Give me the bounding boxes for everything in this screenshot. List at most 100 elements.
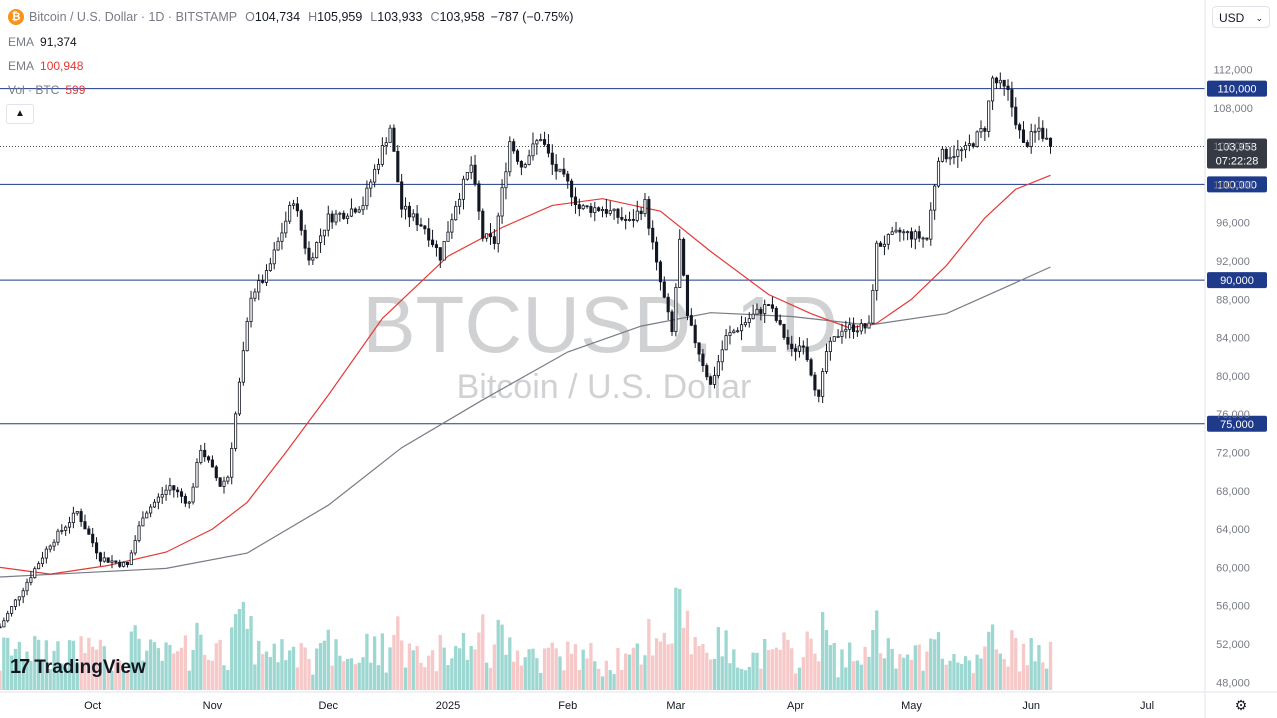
volume-bar bbox=[183, 635, 188, 690]
candle-body bbox=[415, 213, 419, 226]
volume-bar bbox=[905, 654, 910, 690]
candle-body bbox=[485, 233, 489, 239]
candle-body bbox=[411, 213, 415, 218]
volume-bar bbox=[94, 649, 99, 690]
volume-bar bbox=[141, 660, 145, 690]
volume-bar bbox=[156, 648, 161, 690]
settings-gear-icon[interactable]: ⚙ bbox=[1234, 697, 1248, 713]
candle-body bbox=[581, 205, 585, 210]
candle-body bbox=[612, 208, 616, 212]
candle-body bbox=[933, 185, 937, 211]
currency-value: USD bbox=[1219, 11, 1245, 25]
volume-bar bbox=[172, 653, 176, 690]
volume-bar bbox=[400, 640, 404, 690]
volume-bar bbox=[338, 655, 342, 690]
volume-bar bbox=[662, 632, 666, 690]
candle-body bbox=[40, 557, 45, 565]
candle-body bbox=[817, 389, 821, 397]
candle-body bbox=[566, 173, 570, 182]
symbol-title[interactable]: Bitcoin / U.S. Dollar · 1D · BITSTAMP bbox=[29, 10, 238, 24]
level-label: 75,000 bbox=[1220, 419, 1254, 431]
volume-bar bbox=[291, 646, 296, 690]
volume-bar bbox=[353, 664, 357, 690]
candle-body bbox=[936, 160, 941, 187]
candle-body bbox=[608, 210, 612, 214]
indicator-ema-fast[interactable]: EMA 100,948 bbox=[8, 59, 83, 73]
candle-body bbox=[396, 150, 400, 183]
price-tick-label: 52,000 bbox=[1216, 639, 1250, 651]
volume-bar bbox=[620, 669, 624, 690]
candle-body bbox=[527, 155, 531, 165]
volume-bar bbox=[257, 640, 261, 690]
candle-body bbox=[751, 313, 755, 320]
volume-bar bbox=[585, 658, 589, 690]
volume-bar bbox=[747, 666, 751, 690]
volume-bar bbox=[987, 631, 991, 690]
candle-body bbox=[909, 231, 914, 240]
volume-bar bbox=[562, 670, 566, 690]
candle-body bbox=[145, 512, 149, 519]
volume-bar bbox=[994, 649, 999, 690]
volume-bar bbox=[380, 633, 385, 690]
candle-body bbox=[573, 196, 578, 206]
volume-bar bbox=[446, 665, 450, 690]
candle-body bbox=[1010, 89, 1014, 108]
candle-body bbox=[875, 242, 879, 291]
candle-body bbox=[264, 270, 269, 283]
volume-bar bbox=[17, 641, 21, 690]
volume-bar bbox=[566, 641, 570, 690]
volume-bar bbox=[29, 661, 33, 690]
volume-bar bbox=[647, 618, 651, 690]
indicator-value: 100,948 bbox=[40, 59, 84, 73]
candle-body bbox=[268, 263, 272, 271]
candle-body bbox=[400, 181, 404, 210]
candle-body bbox=[33, 568, 37, 579]
candle-body bbox=[149, 506, 153, 514]
candle-body bbox=[64, 526, 68, 531]
volume-bar bbox=[917, 644, 921, 690]
change-value: −787 (−0.75%) bbox=[490, 10, 574, 24]
candle-body bbox=[778, 320, 782, 325]
candle-body bbox=[94, 542, 99, 554]
candle-body bbox=[770, 304, 774, 309]
currency-selector[interactable]: USD ⌄ bbox=[1212, 6, 1270, 28]
horizontal-levels[interactable]: 110,000 100,000 90,000 75,000 103,958 07:22:2… bbox=[0, 80, 1267, 432]
volume-bar bbox=[473, 649, 477, 690]
candle-body bbox=[797, 345, 802, 352]
candle-body bbox=[1014, 106, 1018, 126]
candle-body bbox=[1048, 137, 1053, 147]
candle-body bbox=[523, 164, 527, 168]
volume-bar bbox=[369, 662, 373, 690]
volume-bar bbox=[349, 658, 354, 690]
candle-body bbox=[17, 596, 21, 601]
volume-bar bbox=[40, 659, 45, 690]
indicator-volume[interactable]: Vol · BTC 599 bbox=[8, 83, 85, 97]
ema-lines bbox=[0, 174, 1051, 578]
price-tick-label: 92,000 bbox=[1216, 256, 1250, 268]
volume-bar bbox=[851, 661, 856, 690]
candle-body bbox=[689, 315, 693, 326]
candlesticks[interactable] bbox=[0, 72, 1053, 629]
last-price-tag bbox=[1207, 138, 1267, 169]
open-label: O bbox=[245, 10, 255, 24]
volume-bar bbox=[0, 670, 2, 690]
volume-bar bbox=[828, 645, 833, 690]
tradingview-logo[interactable]: 17 TradingView bbox=[10, 656, 146, 679]
candle-body bbox=[388, 127, 392, 144]
volume-bar bbox=[654, 638, 659, 690]
price-tick-label: 108,000 bbox=[1213, 103, 1253, 115]
indicator-ema-slow[interactable]: EMA 91,374 bbox=[8, 35, 77, 49]
volume-bar bbox=[790, 648, 794, 690]
volume-bar bbox=[909, 659, 914, 690]
bitcoin-icon: ₿ bbox=[8, 9, 24, 25]
symbol-legend[interactable]: ₿ Bitcoin / U.S. Dollar · 1D · BITSTAMP … bbox=[8, 9, 573, 25]
candle-body bbox=[983, 128, 987, 132]
collapse-legend-button[interactable]: ▲ bbox=[6, 104, 34, 124]
candle-body bbox=[237, 381, 242, 415]
candle-body bbox=[315, 242, 319, 259]
candle-body bbox=[299, 210, 303, 231]
volume-bar bbox=[971, 673, 975, 690]
volume-bar bbox=[477, 632, 481, 690]
volume-bar bbox=[793, 673, 798, 690]
